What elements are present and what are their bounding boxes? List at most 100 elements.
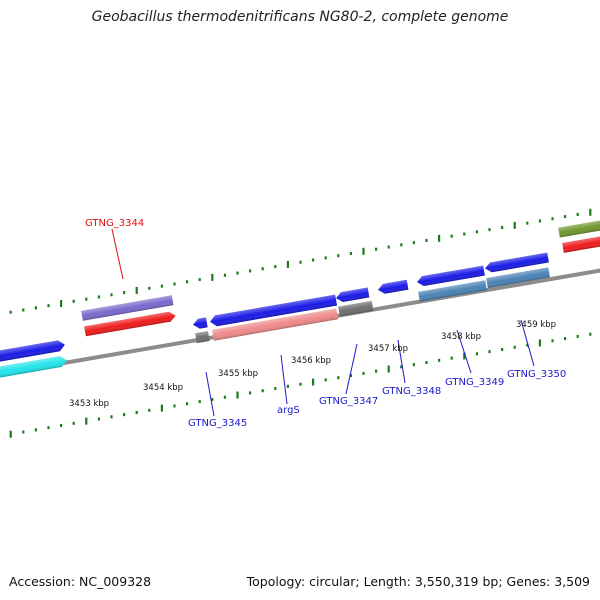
outer-track-tick — [412, 241, 415, 245]
scale-label: 3453 kbp — [69, 399, 109, 409]
inner-track-tick — [501, 347, 504, 351]
cds-feature-gtng-3350-steel — [486, 267, 550, 288]
inner-track-tick — [362, 371, 365, 375]
outer-track-tick — [47, 304, 50, 308]
gene-label: GTNG_3344 — [85, 218, 144, 229]
cds-feature-gtng-3348-blue-shading — [378, 279, 409, 294]
outer-track-tick — [223, 273, 226, 277]
inner-track-tick — [576, 334, 579, 338]
cds-feature-olive-right-shading — [558, 219, 600, 238]
outer-track-tick — [425, 238, 428, 242]
cds-feature-cyan-left-shading — [0, 356, 67, 380]
inner-track-tick — [198, 400, 201, 404]
outer-track-tick — [463, 232, 466, 236]
inner-track-tick — [337, 376, 340, 380]
inner-track-tick — [299, 382, 302, 386]
outer-track-tick — [312, 258, 315, 262]
cds-feature-gtng-3347-blue — [336, 287, 370, 302]
outer-track-major-tick — [211, 273, 214, 281]
gene-leader-line — [345, 343, 358, 395]
outer-track-tick — [72, 299, 75, 303]
outer-track-tick — [198, 278, 201, 282]
outer-track-tick — [261, 267, 264, 271]
gene-label: argS — [277, 405, 300, 416]
outer-track-tick — [488, 228, 491, 232]
inner-track-major-tick — [85, 417, 88, 425]
outer-track-tick — [97, 295, 100, 299]
scale-label: 3459 kbp — [516, 320, 556, 330]
scale-label: 3458 kbp — [441, 332, 481, 342]
outer-track-major-tick — [286, 260, 289, 268]
cds-feature-args-blue — [210, 294, 338, 327]
inner-track-tick — [148, 408, 151, 412]
outer-track-tick — [501, 225, 504, 229]
outer-track-tick — [123, 291, 126, 295]
outer-track-tick — [576, 212, 579, 216]
inner-track-tick — [173, 404, 176, 408]
cds-feature-gtng-3344-purple — [81, 295, 174, 321]
inner-track-tick — [110, 415, 113, 419]
genome-summary-text: Topology: circular; Length: 3,550,319 bp… — [246, 574, 590, 589]
inner-track-major-tick — [387, 365, 390, 373]
inner-track-tick — [475, 352, 478, 356]
label-leaders — [111, 228, 535, 417]
inner-track-major-tick — [463, 352, 466, 360]
outer-track-tick — [337, 254, 340, 258]
cds-feature-gtng-3347-gray — [338, 300, 374, 317]
gene-labels: GTNG_3344 GTNG_3345 argS GTNG_3347 GTNG_3348… — [85, 218, 566, 429]
map-title: Geobacillus thermodenitrificans NG80-2, … — [91, 9, 509, 25]
inner-track-tick — [97, 417, 100, 421]
inner-track-tick — [589, 332, 592, 336]
inner-track-tick — [526, 343, 529, 347]
outer-track-tick — [299, 260, 302, 264]
cds-feature-gtng-3345-blue — [193, 317, 208, 329]
inner-tick-track — [9, 332, 592, 438]
inner-track-tick — [211, 397, 214, 401]
scale-label: 3456 kbp — [291, 356, 331, 366]
inner-track-tick — [349, 374, 352, 378]
cds-feature-red-right — [562, 236, 600, 253]
gene-leader-line — [520, 319, 535, 367]
inner-track-tick — [22, 430, 25, 434]
outer-track-tick — [450, 234, 453, 238]
outer-track-tick — [400, 243, 403, 247]
cds-feature-olive-right — [558, 219, 600, 238]
inner-track-tick — [261, 389, 264, 393]
cds-feature-blue-left — [0, 340, 65, 364]
outer-track-tick — [186, 280, 189, 284]
cds-feature-gtng-3349-blue-shading — [417, 265, 485, 287]
outer-track-tick — [538, 219, 541, 223]
feature-track — [0, 219, 600, 380]
cds-feature-gtng-3345-gray — [195, 331, 210, 344]
inner-track-tick — [375, 369, 378, 373]
inner-track-tick — [249, 391, 252, 395]
inner-track-major-tick — [538, 339, 541, 347]
inner-track-tick — [286, 384, 289, 388]
outer-track-tick — [85, 297, 88, 301]
cds-feature-args-blue-shading — [210, 294, 338, 327]
inner-track-tick — [223, 395, 226, 399]
outer-tick-track — [9, 208, 592, 314]
inner-track-tick — [425, 360, 428, 364]
cds-feature-gtng-3347-gray-shading — [338, 300, 374, 317]
inner-track-major-tick — [9, 430, 12, 438]
cds-feature-gtng-3348-blue — [378, 279, 409, 294]
outer-track-tick — [475, 230, 478, 234]
outer-track-tick — [375, 247, 378, 251]
outer-track-tick — [249, 269, 252, 273]
inner-track-tick — [135, 410, 138, 414]
outer-track-tick — [526, 221, 529, 225]
inner-track-major-tick — [236, 391, 239, 399]
inner-track-tick — [324, 378, 327, 382]
inner-track-tick — [72, 421, 75, 425]
inner-track-tick — [564, 337, 567, 341]
gene-label: GTNG_3349 — [445, 377, 504, 388]
outer-track-tick — [387, 245, 390, 249]
outer-track-tick — [274, 265, 277, 269]
inner-track-tick — [123, 413, 126, 417]
outer-track-tick — [324, 256, 327, 260]
gene-label: GTNG_3348 — [382, 386, 441, 397]
inner-track-tick — [488, 350, 491, 354]
cds-feature-gtng-3349-blue — [417, 265, 485, 287]
gene-label: GTNG_3345 — [188, 418, 247, 429]
